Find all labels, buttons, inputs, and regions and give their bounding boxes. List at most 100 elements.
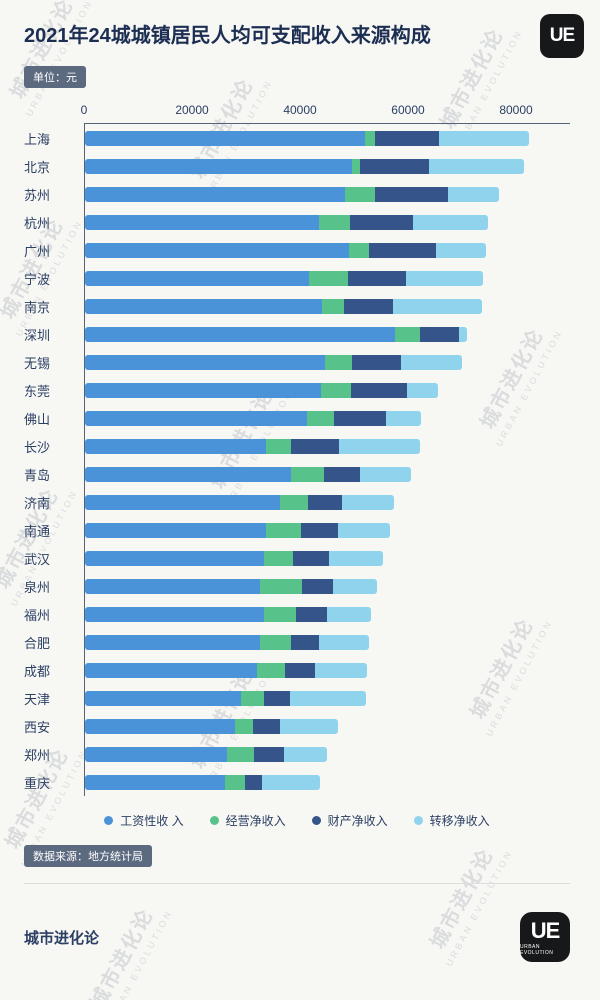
bar-row: 青岛 <box>24 460 570 488</box>
bar-segment-经营净收入 <box>260 634 291 650</box>
bar-track <box>84 712 570 740</box>
bar-track <box>84 236 570 264</box>
bar-segment-工资性收入 <box>85 494 281 510</box>
bar-track <box>84 208 570 236</box>
city-label: 东莞 <box>24 383 51 399</box>
stacked-bar <box>85 494 570 510</box>
bar-row: 西安 <box>24 712 570 740</box>
legend-dot-icon <box>311 816 321 825</box>
bar-segment-工资性收入 <box>85 354 326 370</box>
x-tick-label: 60000 <box>391 103 425 117</box>
bar-row: 广州 <box>24 236 570 264</box>
bar-segment-财产净收入 <box>375 186 449 202</box>
x-tick-label: 40000 <box>283 103 317 117</box>
bar-segment-财产净收入 <box>290 438 339 454</box>
bar-segment-经营净收入 <box>307 410 334 426</box>
bar-track <box>84 460 570 488</box>
bar-segment-经营净收入 <box>234 718 254 734</box>
bar-segment-工资性收入 <box>85 158 353 174</box>
bar-segment-工资性收入 <box>85 186 346 202</box>
bar-segment-转移净收入 <box>401 354 463 370</box>
stacked-bar <box>85 746 570 762</box>
city-label: 宁波 <box>24 271 51 287</box>
bar-segment-转移净收入 <box>332 578 378 594</box>
footer-logo-icon: UE URBAN EVOLUTION <box>520 912 570 962</box>
bar-row: 天津 <box>24 684 570 712</box>
bar-track <box>84 292 570 320</box>
stacked-bar <box>85 690 570 706</box>
city-label: 长沙 <box>24 439 51 455</box>
stacked-bar <box>85 438 570 454</box>
city-label: 成都 <box>24 663 51 679</box>
bar-row: 苏州 <box>24 180 570 208</box>
bar-segment-转移净收入 <box>262 774 321 790</box>
bar-segment-财产净收入 <box>333 410 387 426</box>
bar-track <box>84 432 570 460</box>
legend-label: 财产净收入 <box>327 814 388 828</box>
brand-logo-icon: UE <box>540 14 584 58</box>
bar-segment-工资性收入 <box>85 214 319 230</box>
bar-segment-工资性收入 <box>85 606 265 622</box>
city-label: 武汉 <box>24 551 51 567</box>
legend-item: 经营净收入 <box>209 812 286 829</box>
bar-segment-工资性收入 <box>85 382 322 398</box>
stacked-bar <box>85 354 570 370</box>
legend-dot-icon <box>209 816 219 825</box>
bar-track <box>84 404 570 432</box>
bar-segment-转移净收入 <box>436 242 486 258</box>
city-label: 佛山 <box>24 411 51 427</box>
city-label: 北京 <box>24 159 51 175</box>
bar-segment-财产净收入 <box>352 354 402 370</box>
bar-segment-工资性收入 <box>85 774 225 790</box>
stacked-bar <box>85 718 570 734</box>
bar-segment-财产净收入 <box>419 326 459 342</box>
bar-track <box>84 600 570 628</box>
bar-track <box>84 544 570 572</box>
city-label: 郑州 <box>24 747 51 763</box>
stacked-bar <box>85 214 570 230</box>
bar-segment-转移净收入 <box>406 382 438 398</box>
bar-row: 成都 <box>24 656 570 684</box>
bar-segment-工资性收入 <box>85 634 261 650</box>
stacked-bar <box>85 186 570 202</box>
bar-track <box>84 320 570 348</box>
bar-segment-财产净收入 <box>302 578 333 594</box>
bar-segment-财产净收入 <box>350 214 413 230</box>
bar-segment-转移净收入 <box>279 718 339 734</box>
bar-segment-工资性收入 <box>85 718 235 734</box>
logo-text: UE <box>549 25 575 46</box>
bar-row: 福州 <box>24 600 570 628</box>
bar-track <box>84 180 570 208</box>
bar-segment-经营净收入 <box>280 494 309 510</box>
bar-segment-转移净收入 <box>319 634 369 650</box>
bar-segment-经营净收入 <box>263 550 293 566</box>
bar-segment-转移净收入 <box>448 186 499 202</box>
bar-segment-经营净收入 <box>394 326 420 342</box>
bar-segment-转移净收入 <box>338 522 390 538</box>
bar-segment-工资性收入 <box>85 130 366 146</box>
bar-row: 济南 <box>24 488 570 516</box>
bar-row: 南京 <box>24 292 570 320</box>
bar-segment-工资性收入 <box>85 746 228 762</box>
footer: 城市进化论 UE URBAN EVOLUTION <box>24 884 570 962</box>
x-tick-label: 0 <box>80 103 88 117</box>
bar-segment-转移净收入 <box>289 690 367 706</box>
bar-segment-转移净收入 <box>392 298 482 314</box>
bar-segment-财产净收入 <box>360 158 430 174</box>
bar-segment-财产净收入 <box>368 242 437 258</box>
city-label: 南通 <box>24 523 51 539</box>
bar-segment-财产净收入 <box>375 130 439 146</box>
stacked-bar <box>85 774 570 790</box>
city-label: 重庆 <box>24 775 51 791</box>
legend-item: 转移净收入 <box>413 812 490 829</box>
bar-segment-经营净收入 <box>224 774 245 790</box>
legend: 工资性收 入 经营净收入 财产净收入 转移净收入 <box>24 812 570 829</box>
stacked-bar <box>85 466 570 482</box>
bar-row: 郑州 <box>24 740 570 768</box>
bar-segment-经营净收入 <box>240 690 264 706</box>
bar-segment-转移净收入 <box>458 326 467 342</box>
stacked-bar <box>85 410 570 426</box>
bar-segment-工资性收入 <box>85 298 322 314</box>
bar-row: 深圳 <box>24 320 570 348</box>
